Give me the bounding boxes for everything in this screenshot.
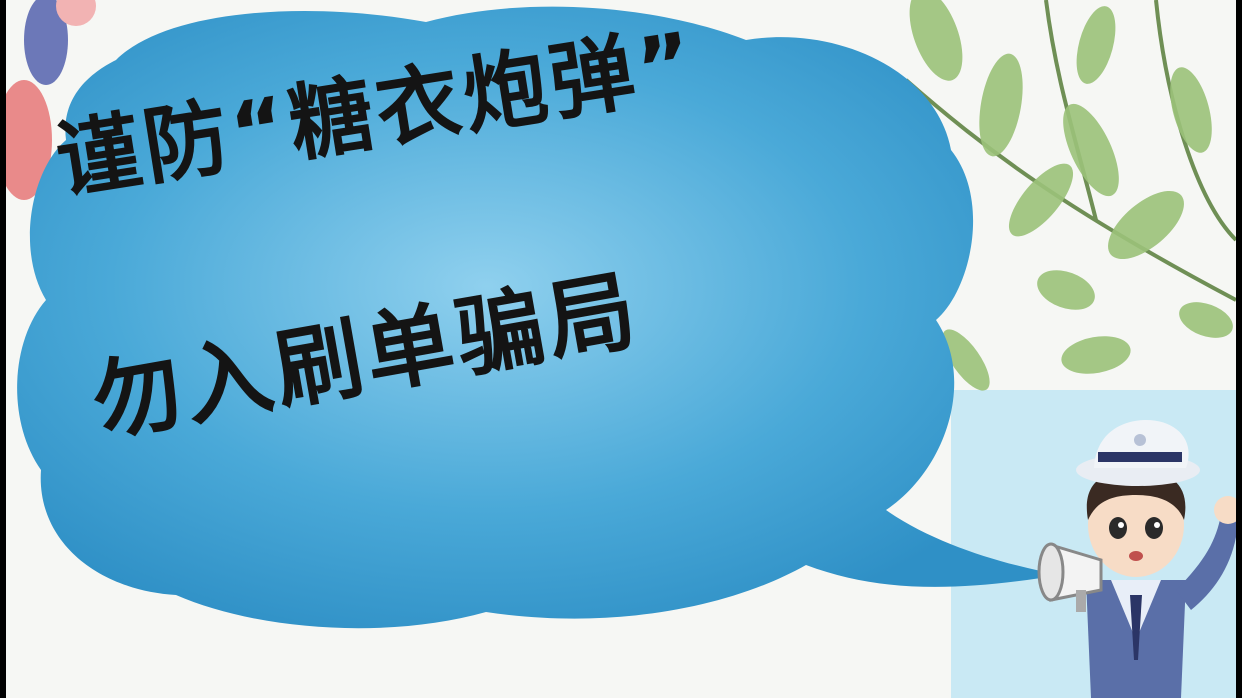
poster-frame: 谨防“糖衣炮弹” 勿入刷单骗局 — [6, 0, 1236, 698]
poster-scene — [6, 0, 1236, 698]
speech-bubble — [17, 6, 1061, 629]
flower-decoration — [6, 0, 96, 200]
megaphone-icon — [1037, 542, 1103, 612]
leaves — [909, 0, 1233, 391]
police-officer-icon — [1076, 420, 1236, 698]
